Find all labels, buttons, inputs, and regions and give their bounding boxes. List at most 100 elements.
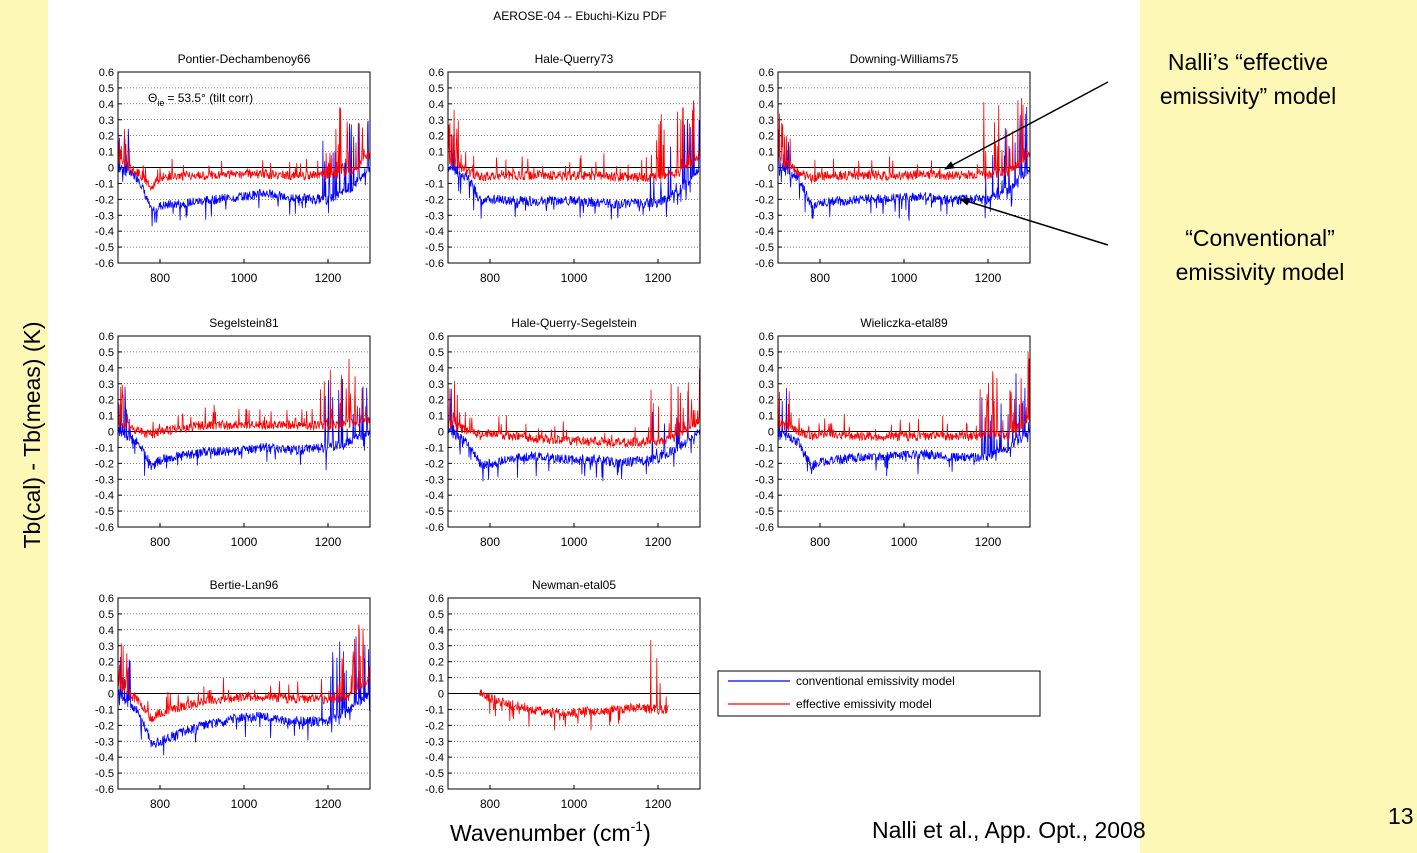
y-tick-label: 0.4 bbox=[99, 625, 114, 637]
y-tick-label: 0.1 bbox=[429, 147, 444, 159]
y-tick-label: -0.5 bbox=[425, 242, 444, 254]
y-tick-label: 0 bbox=[438, 163, 444, 175]
y-tick-label: 0.2 bbox=[99, 657, 114, 669]
legend-label-conventional: conventional emissivity model bbox=[796, 674, 955, 688]
y-tick-label: -0.4 bbox=[755, 490, 774, 502]
xlabel-main: Wavenumber (cm bbox=[450, 820, 631, 846]
axes-frame bbox=[447, 597, 701, 790]
y-tick-label: 0.2 bbox=[99, 131, 114, 143]
series-line bbox=[447, 100, 701, 182]
callout-conventional-line1: “Conventional” bbox=[1185, 225, 1335, 251]
y-tick-label: -0.1 bbox=[425, 442, 444, 454]
subplot: Wieliczka-etal89 0.6 0.5 0.4 0.3 0.2 0.1 0 -0.1 -… bbox=[755, 316, 1031, 549]
x-tick-label: 1200 bbox=[645, 797, 672, 811]
y-tick-label: -0.2 bbox=[95, 458, 114, 470]
figure-suptitle: AEROSE-04 -- Ebuchi-Kizu PDF bbox=[493, 9, 666, 23]
y-tick-label: -0.4 bbox=[95, 752, 114, 764]
x-tick-label: 1200 bbox=[975, 535, 1002, 549]
y-tick-label: 0 bbox=[108, 163, 114, 175]
series-line bbox=[777, 106, 1031, 221]
series-line bbox=[447, 106, 701, 220]
y-tick-label: 0.2 bbox=[429, 657, 444, 669]
subplot-title: Newman-etal05 bbox=[532, 578, 616, 592]
y-tick-label: 0.6 bbox=[99, 331, 114, 343]
y-tick-label: -0.4 bbox=[425, 752, 444, 764]
subplot: Downing-Williams75 0.6 0.5 0.4 0.3 0.2 0.1 0 -0.… bbox=[755, 52, 1031, 285]
y-tick-label: 0 bbox=[108, 689, 114, 701]
y-tick-label: 0.1 bbox=[429, 673, 444, 685]
subplot: Hale-Querry73 0.6 0.5 0.4 0.3 0.2 0.1 0 -0.1 -0.2… bbox=[425, 52, 701, 285]
y-tick-label: 0.1 bbox=[759, 411, 774, 423]
y-tick-label: -0.3 bbox=[425, 210, 444, 222]
y-tick-label: 0.2 bbox=[99, 395, 114, 407]
y-tick-label: -0.6 bbox=[755, 522, 774, 534]
subplot-title: Downing-Williams75 bbox=[850, 52, 959, 66]
y-tick-label: 0 bbox=[768, 427, 774, 439]
subplot: Newman-etal05 0.6 0.5 0.4 0.3 0.2 0.1 0 -0.1 -0.2… bbox=[425, 578, 701, 811]
y-tick-label: 0.5 bbox=[429, 83, 444, 95]
y-tick-label: 0.3 bbox=[99, 379, 114, 391]
y-tick-label: -0.4 bbox=[425, 490, 444, 502]
y-tick-label: 0.6 bbox=[99, 593, 114, 605]
y-tick-label: 0.6 bbox=[429, 331, 444, 343]
x-tick-label: 1200 bbox=[315, 535, 342, 549]
y-tick-label: -0.4 bbox=[95, 490, 114, 502]
series-line bbox=[447, 388, 701, 482]
y-tick-label: -0.5 bbox=[755, 242, 774, 254]
y-tick-label: 0.4 bbox=[429, 99, 444, 111]
y-tick-label: -0.6 bbox=[95, 258, 114, 270]
series-line bbox=[447, 368, 701, 448]
subplot-title: Pontier-Dechambenoy66 bbox=[178, 52, 311, 66]
series-line bbox=[117, 358, 371, 439]
y-tick-label: 0.2 bbox=[429, 395, 444, 407]
y-tick-label: -0.5 bbox=[95, 506, 114, 518]
y-tick-label: 0.2 bbox=[759, 395, 774, 407]
subplot-title: Hale-Querry-Segelstein bbox=[511, 316, 636, 330]
y-tick-label: 0.1 bbox=[759, 147, 774, 159]
callout-conventional-line2: emissivity model bbox=[1176, 259, 1345, 285]
y-tick-label: 0.4 bbox=[429, 363, 444, 375]
y-tick-label: 0.5 bbox=[429, 609, 444, 621]
y-tick-label: -0.1 bbox=[95, 442, 114, 454]
y-tick-label: -0.2 bbox=[755, 458, 774, 470]
subplot: Bertie-Lan96 0.6 0.5 0.4 0.3 0.2 0.1 0 -0.1 -0.2 -… bbox=[95, 578, 371, 811]
y-tick-label: -0.2 bbox=[425, 458, 444, 470]
y-tick-label: 0 bbox=[438, 689, 444, 701]
y-tick-label: 0.3 bbox=[759, 379, 774, 391]
y-tick-label: 0.5 bbox=[759, 83, 774, 95]
y-tick-label: 0.4 bbox=[429, 625, 444, 637]
y-tick-label: 0.6 bbox=[759, 67, 774, 79]
subplot-title: Hale-Querry73 bbox=[535, 52, 614, 66]
y-tick-label: -0.3 bbox=[755, 210, 774, 222]
x-tick-label: 800 bbox=[810, 535, 830, 549]
series-line bbox=[479, 639, 669, 731]
y-tick-label: 0 bbox=[438, 427, 444, 439]
series-line bbox=[117, 120, 371, 227]
y-tick-label: 0.4 bbox=[759, 363, 774, 375]
axes-frame bbox=[777, 335, 1031, 528]
y-tick-label: 0.6 bbox=[429, 67, 444, 79]
y-tick-label: 0.4 bbox=[759, 99, 774, 111]
subplot: Pontier-Dechambenoy66 0.6 0.5 0.4 0.3 0.2 0.1 0… bbox=[95, 52, 371, 285]
y-tick-label: 0.3 bbox=[429, 379, 444, 391]
x-tick-label: 1000 bbox=[891, 271, 918, 285]
x-tick-label: 1200 bbox=[645, 271, 672, 285]
y-tick-label: -0.2 bbox=[755, 194, 774, 206]
y-tick-label: 0.3 bbox=[99, 641, 114, 653]
y-tick-label: 0.5 bbox=[759, 347, 774, 359]
y-tick-label: -0.1 bbox=[425, 178, 444, 190]
callout-effective-line2: emissivity” model bbox=[1160, 83, 1336, 109]
callout-arrow-effective bbox=[944, 81, 1109, 170]
x-tick-label: 800 bbox=[150, 797, 170, 811]
legend-label-effective: effective emissivity model bbox=[796, 697, 932, 711]
y-tick-label: 0.2 bbox=[429, 131, 444, 143]
y-tick-label: 0.3 bbox=[429, 115, 444, 127]
subplot: Hale-Querry-Segelstein 0.6 0.5 0.4 0.3 0.2 0.1… bbox=[425, 316, 701, 549]
axes-frame bbox=[447, 71, 701, 264]
y-tick-label: -0.5 bbox=[95, 768, 114, 780]
y-tick-label: -0.3 bbox=[425, 736, 444, 748]
figure-ylabel: Tb(cal) - Tb(meas) (K) bbox=[19, 321, 45, 548]
y-tick-label: -0.3 bbox=[95, 474, 114, 486]
axes-frame bbox=[447, 335, 701, 528]
